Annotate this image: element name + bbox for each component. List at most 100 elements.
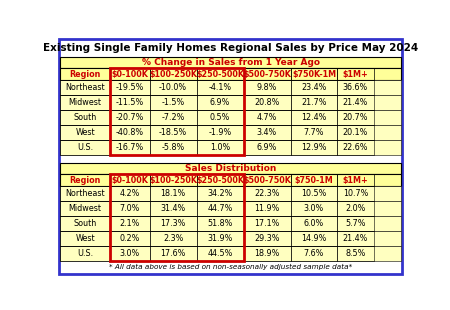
Bar: [110, 110, 149, 125]
Text: 31.9%: 31.9%: [207, 234, 233, 243]
Bar: [149, 125, 197, 140]
Text: $1M+: $1M+: [342, 70, 369, 79]
Text: West: West: [75, 128, 95, 137]
Bar: [197, 95, 243, 110]
Bar: [243, 95, 291, 110]
Bar: [60, 140, 110, 155]
Text: $250-500K: $250-500K: [196, 70, 244, 79]
Bar: [243, 201, 291, 216]
Text: -10.0%: -10.0%: [159, 83, 187, 92]
Bar: [149, 216, 197, 231]
Bar: [149, 186, 197, 201]
Text: 21.4%: 21.4%: [343, 234, 368, 243]
Text: $100-250K: $100-250K: [149, 70, 197, 79]
Bar: [338, 110, 374, 125]
Bar: [110, 174, 149, 186]
Text: 3.0%: 3.0%: [120, 249, 140, 258]
Text: Sales Distribution: Sales Distribution: [185, 164, 276, 173]
Bar: [197, 231, 243, 246]
Bar: [197, 68, 243, 80]
Bar: [243, 246, 291, 261]
Bar: [110, 216, 149, 231]
Bar: [110, 201, 149, 216]
Bar: [60, 110, 110, 125]
Text: 44.7%: 44.7%: [207, 204, 233, 213]
Text: 12.9%: 12.9%: [301, 144, 327, 153]
Bar: [243, 110, 291, 125]
Text: 18.1%: 18.1%: [161, 189, 186, 198]
Text: 7.7%: 7.7%: [304, 128, 324, 137]
Text: 4.2%: 4.2%: [120, 189, 140, 198]
Bar: [197, 110, 243, 125]
Bar: [291, 110, 338, 125]
Bar: [60, 80, 110, 95]
Bar: [110, 140, 149, 155]
Text: $500-750K: $500-750K: [243, 175, 291, 184]
Text: Region: Region: [69, 70, 101, 79]
Bar: [243, 216, 291, 231]
Text: 4.7%: 4.7%: [257, 113, 277, 122]
Bar: [149, 110, 197, 125]
Text: 10.5%: 10.5%: [302, 189, 327, 198]
Bar: [149, 246, 197, 261]
Bar: [60, 110, 401, 125]
Text: 6.9%: 6.9%: [257, 144, 277, 153]
Bar: [243, 174, 291, 186]
Text: 17.3%: 17.3%: [160, 219, 186, 228]
Text: $250-500K: $250-500K: [196, 175, 244, 184]
Bar: [149, 95, 197, 110]
Bar: [110, 80, 149, 95]
Text: -16.7%: -16.7%: [116, 144, 144, 153]
Bar: [291, 201, 338, 216]
Text: 9.8%: 9.8%: [257, 83, 277, 92]
Bar: [60, 231, 110, 246]
Bar: [110, 231, 149, 246]
Text: 18.9%: 18.9%: [254, 249, 280, 258]
Bar: [60, 216, 401, 231]
Text: 12.4%: 12.4%: [302, 113, 327, 122]
Text: Midwest: Midwest: [69, 204, 102, 213]
Bar: [291, 80, 338, 95]
Bar: [60, 174, 401, 186]
Text: -4.1%: -4.1%: [208, 83, 232, 92]
Text: 0.5%: 0.5%: [210, 113, 230, 122]
Bar: [243, 125, 291, 140]
Text: 8.5%: 8.5%: [345, 249, 366, 258]
Bar: [243, 140, 291, 155]
Text: 6.9%: 6.9%: [210, 98, 230, 107]
Text: 21.7%: 21.7%: [301, 98, 327, 107]
Bar: [149, 174, 197, 186]
Bar: [110, 246, 149, 261]
Bar: [60, 201, 401, 216]
Text: South: South: [73, 219, 97, 228]
Bar: [291, 186, 338, 201]
Bar: [60, 174, 110, 186]
Bar: [291, 95, 338, 110]
Text: 44.5%: 44.5%: [207, 249, 233, 258]
Bar: [60, 68, 401, 80]
Bar: [149, 140, 197, 155]
Text: 2.1%: 2.1%: [120, 219, 140, 228]
Text: 17.1%: 17.1%: [254, 219, 280, 228]
Text: % Change in Sales from 1 Year Ago: % Change in Sales from 1 Year Ago: [142, 58, 320, 67]
Bar: [60, 231, 401, 246]
Bar: [60, 186, 110, 201]
Text: 23.4%: 23.4%: [302, 83, 327, 92]
Bar: [149, 68, 197, 80]
Text: 14.9%: 14.9%: [302, 234, 327, 243]
Bar: [338, 186, 374, 201]
Bar: [197, 186, 243, 201]
Bar: [60, 125, 110, 140]
Text: -11.5%: -11.5%: [116, 98, 144, 107]
Text: 7.0%: 7.0%: [120, 204, 140, 213]
Bar: [291, 125, 338, 140]
Bar: [60, 80, 401, 95]
Text: 36.6%: 36.6%: [343, 83, 368, 92]
Text: 34.2%: 34.2%: [207, 189, 233, 198]
Text: 20.1%: 20.1%: [343, 128, 368, 137]
Text: 2.3%: 2.3%: [163, 234, 183, 243]
Text: $500-750K: $500-750K: [243, 70, 291, 79]
Text: 22.6%: 22.6%: [343, 144, 368, 153]
Bar: [60, 68, 110, 80]
Text: 31.4%: 31.4%: [161, 204, 186, 213]
